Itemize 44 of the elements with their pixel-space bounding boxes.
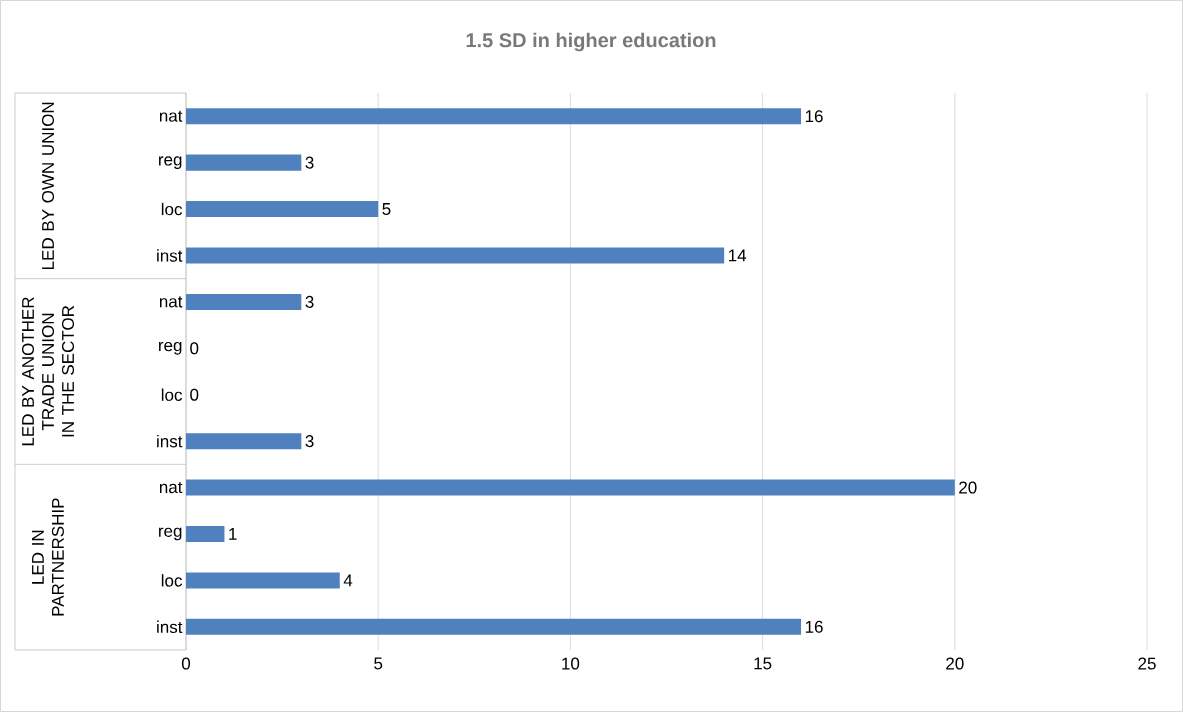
x-tick-label: 25 — [1138, 657, 1156, 670]
x-tick-label: 20 — [946, 657, 964, 670]
y-tick-label: loc — [161, 574, 183, 587]
data-label: 1 — [229, 528, 237, 540]
y-tick-label: reg — [159, 156, 182, 169]
bar — [186, 247, 725, 264]
data-label: 16 — [805, 110, 823, 123]
x-tick-label: 10 — [562, 657, 580, 670]
y-tick-label: loc — [161, 202, 183, 216]
text: LED BY ANOTHER TRADE UNION IN THE SECTOR — [21, 297, 75, 446]
bar — [186, 201, 379, 218]
data-label: 3 — [305, 156, 314, 169]
bar — [186, 154, 302, 171]
data-label: 3 — [305, 435, 314, 448]
y-tick-label: reg — [159, 341, 182, 355]
bar — [186, 618, 802, 635]
y-tick-label: inst — [157, 249, 183, 262]
y-tick-label: loc — [161, 388, 183, 401]
data-label: 0 — [190, 342, 199, 355]
bar — [186, 433, 302, 450]
data-label: 16 — [805, 620, 823, 633]
bar — [186, 293, 302, 310]
data-label: 20 — [959, 481, 977, 494]
y-tick-label: inst — [157, 434, 183, 448]
bar — [186, 108, 802, 125]
y-tick-label: nat — [159, 481, 183, 494]
y-tick-label: inst — [157, 620, 183, 634]
bar — [186, 525, 225, 542]
x-tick-label: 0 — [181, 657, 191, 670]
data-label: 14 — [729, 249, 747, 262]
data-label: 0 — [190, 388, 199, 401]
text: LED BY OWN UNION — [41, 102, 55, 269]
bar — [186, 479, 955, 496]
bar — [186, 572, 340, 589]
data-label: 3 — [305, 295, 314, 308]
data-label: 5 — [382, 203, 391, 215]
text: LED IN PARTNERSHIP — [32, 498, 64, 616]
chart-title: 1.5 SD in higher education — [466, 32, 716, 52]
x-tick-label: 15 — [754, 657, 772, 670]
x-tick-label: 5 — [374, 657, 383, 670]
y-tick-label: reg — [159, 527, 182, 541]
y-tick-label: nat — [159, 110, 183, 122]
y-tick-label: nat — [159, 296, 183, 308]
data-label: 4 — [343, 574, 353, 587]
